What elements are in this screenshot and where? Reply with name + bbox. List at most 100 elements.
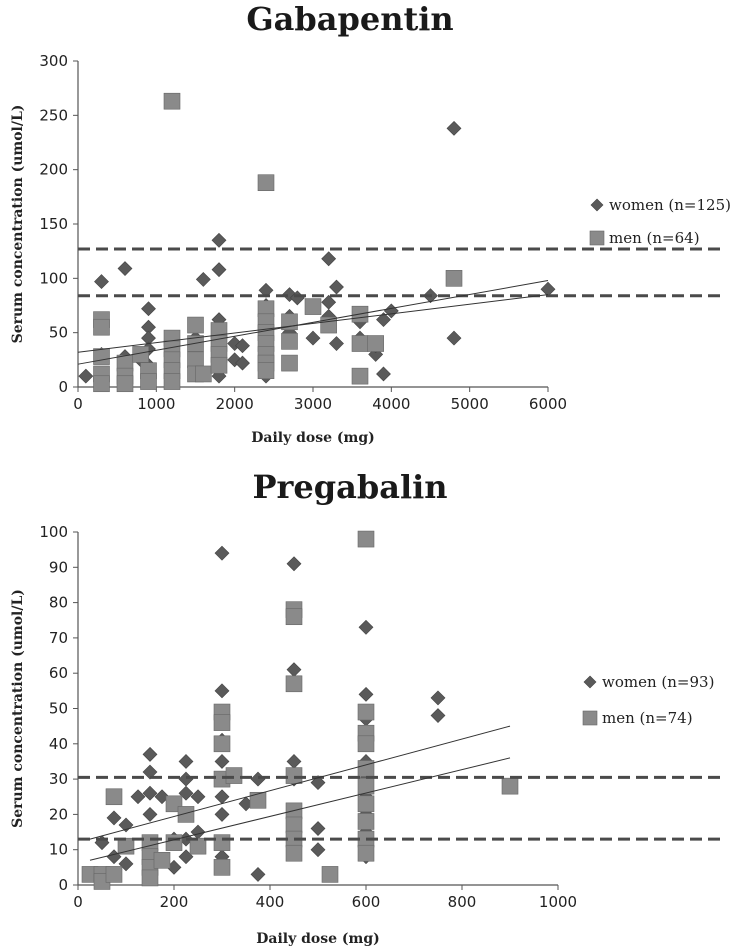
pregabalin-y-tick-label: 100 [39,523,68,541]
gabapentin-legend-diamond-marker [590,198,604,212]
gabapentin-point-diamond [117,261,133,276]
pregabalin-point-diamond [286,754,302,769]
pregabalin-y-tick-label: 90 [49,558,68,576]
gabapentin-point-diamond [446,120,462,136]
pregabalin-y-tick-label: 80 [49,594,68,612]
pregabalin-x-tick-label: 400 [256,893,285,911]
pregabalin-y-tick-label: 10 [49,841,68,859]
pregabalin-point-square [285,844,303,862]
pregabalin-legend-diamond-marker [583,675,597,689]
pregabalin-legend-label: women (n=93) [602,673,714,691]
gabapentin-point-diamond [329,336,344,351]
pregabalin-point-diamond [286,662,302,678]
pregabalin-point-diamond [154,789,170,805]
pregabalin-point-diamond [142,746,158,762]
pregabalin-point-square [213,735,231,753]
pregabalin-point-diamond [178,785,194,801]
pregabalin-point-square [357,530,375,548]
pregabalin-point-square [285,608,303,626]
pregabalin-point-square [285,675,303,693]
pregabalin-y-tick-label: 0 [58,876,68,894]
pregabalin-point-square [501,777,519,795]
pregabalin-point-diamond [430,690,446,706]
gabapentin-trendline [77,280,549,365]
gabapentin-point-diamond [305,330,321,346]
gabapentin-point-diamond [321,251,337,267]
pregabalin-x-axis-title: Daily dose (mg) [256,931,380,947]
pregabalin-point-diamond [358,619,374,635]
pregabalin-point-diamond [214,683,230,699]
gabapentin-legend-label: men (n=64) [609,229,700,247]
pregabalin-point-diamond [214,789,230,805]
gabapentin-point-square [445,270,463,287]
gabapentin-y-tick-label: 300 [39,52,68,70]
pregabalin-point-diamond [118,856,134,872]
gabapentin-point-diamond [141,301,156,317]
gabapentin-y-tick-label: 0 [58,378,68,396]
pregabalin-y-tick-label: 70 [49,629,68,647]
pregabalin-point-square [357,795,375,813]
pregabalin-point-square [357,844,375,862]
pregabalin-point-square [105,788,123,806]
gabapentin-point-square [93,375,110,393]
pregabalin-point-square [321,866,339,883]
gabapentin-point-square [257,362,275,380]
gabapentin-point-square [140,373,157,390]
pregabalin-trendline [89,725,511,840]
pregabalin-point-square [357,735,375,753]
pregabalin-point-diamond [130,789,146,805]
gabapentin-y-tick-label: 250 [39,106,68,124]
gabapentin-y-tick-label: 100 [39,269,68,287]
gabapentin-y-axis-title: Serum concentration (umol/L) [10,105,26,344]
pregabalin-point-square [357,813,375,830]
pregabalin-y-tick-label: 60 [49,664,68,682]
chart-title-gabapentin: Gabapentin [246,0,454,38]
gabapentin-x-tick-label: 1000 [137,395,175,413]
gabapentin-y-tick-label: 200 [39,161,68,179]
gabapentin-point-square [281,333,298,350]
pregabalin-y-axis-title: Serum concentration (umol/L) [10,589,26,828]
pregabalin-point-diamond [190,789,206,805]
pregabalin-point-square [213,834,231,851]
pregabalin-point-diamond [310,842,326,858]
pregabalin-point-diamond [358,686,374,702]
gabapentin-x-tick-label: 0 [73,395,83,413]
pregabalin-point-square [249,791,267,809]
gabapentin-legend-label: women (n=125) [609,196,731,214]
gabapentin-x-tick-label: 6000 [529,395,567,413]
pregabalin-legend-square-marker [582,710,598,726]
pregabalin-point-square [165,834,183,851]
pregabalin-x-tick-label: 200 [160,893,189,911]
pregabalin-point-diamond [142,764,158,780]
pregabalin-y-tick-label: 40 [49,735,68,753]
gabapentin-point-square [93,348,110,365]
gabapentin-point-diamond [540,281,556,297]
pregabalin-point-diamond [250,866,266,882]
gabapentin-point-diamond [376,366,391,382]
pregabalin-point-diamond [310,821,326,836]
gabapentin-point-diamond [376,312,391,328]
gabapentin-point-square [163,373,181,390]
gabapentin-point-square [187,316,204,334]
gabapentin-trendline [77,294,549,353]
gabapentin-point-diamond [94,274,109,290]
gabapentin-point-square [304,298,322,315]
gabapentin-point-diamond [195,271,211,287]
gabapentin-x-tick-label: 5000 [451,395,489,413]
gabapentin-legend-square-marker [589,230,605,246]
gabapentin-point-diamond [258,282,274,298]
gabapentin-x-tick-label: 4000 [372,395,410,413]
gabapentin-point-diamond [211,262,227,278]
gabapentin-y-tick-label: 150 [39,215,68,233]
gabapentin-point-diamond [329,279,344,295]
gabapentin-point-square [367,335,384,352]
gabapentin-point-square [257,174,275,192]
pregabalin-point-square [213,859,231,876]
gabapentin-point-square [163,92,181,110]
gabapentin-point-diamond [321,294,337,310]
gabapentin-y-tick-label: 50 [49,324,68,342]
pregabalin-point-diamond [214,806,230,822]
gabapentin-x-tick-label: 2000 [216,395,254,413]
pregabalin-point-square [141,869,159,887]
pregabalin-point-square [213,714,231,731]
